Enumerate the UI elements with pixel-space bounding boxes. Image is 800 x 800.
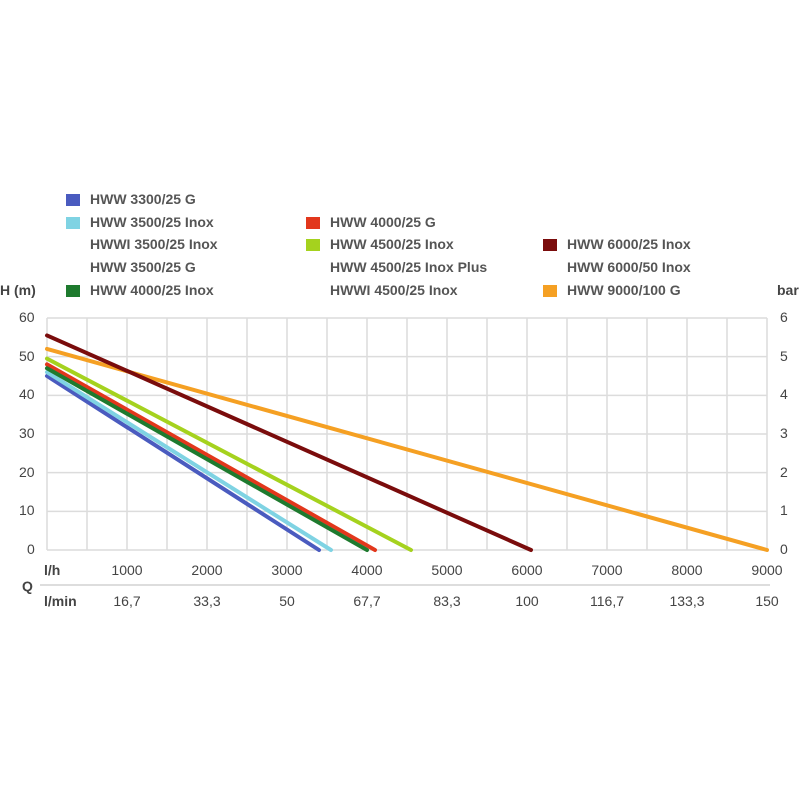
y-tick-label: 20 <box>19 463 35 480</box>
series-line-6 <box>45 333 533 552</box>
x-axis-label: Q <box>22 578 33 594</box>
legend-entry: HWW 4500/25 Inox Plus <box>330 259 488 275</box>
y-tick-label-right: 3 <box>780 425 788 441</box>
series-line-1 <box>45 370 333 552</box>
series-line-0 <box>45 374 321 552</box>
x-tick-label-secondary: 50 <box>279 593 295 609</box>
x-tick-label-secondary: 83,3 <box>433 593 461 609</box>
x-tick-label-secondary: 100 <box>515 593 539 609</box>
y-tick-label: 0 <box>27 541 35 557</box>
y-tick-label-right: 6 <box>780 309 788 325</box>
x-tick-label: 5000 <box>431 562 463 578</box>
x-tick-label: 3000 <box>271 562 303 578</box>
y-tick-label: 60 <box>19 309 35 325</box>
y-tick-label-right: 2 <box>780 463 788 480</box>
legend-entry: HWW 3500/25 Inox <box>90 214 214 230</box>
y-tick-label: 30 <box>19 425 35 441</box>
y-tick-label-right: 4 <box>780 386 788 403</box>
legend-swatch <box>543 285 557 297</box>
legend-swatch <box>306 217 320 229</box>
legend-entry: HWW 6000/50 Inox <box>567 259 691 275</box>
y-tick-label: 10 <box>19 502 35 519</box>
x-tick-label: 4000 <box>351 562 383 578</box>
x-tick-label: 9000 <box>751 562 783 578</box>
series-line-5 <box>45 346 769 552</box>
legend-entry: HWW 4000/25 G <box>330 214 436 230</box>
y-axis-label: H (m) <box>0 282 36 298</box>
legend-swatch <box>66 194 80 206</box>
legend-entry: HWWI 3500/25 Inox <box>90 236 218 252</box>
legend-entry: HWW 4500/25 Inox <box>330 236 454 252</box>
legend-swatch <box>306 239 320 251</box>
x-tick-label-secondary: 133,3 <box>669 593 705 609</box>
x-tick-label: 8000 <box>671 562 703 578</box>
x-tick-label-secondary: 150 <box>755 593 779 609</box>
x-unit-primary: l/h <box>44 562 61 578</box>
y-axis-right-label: bar <box>777 282 799 298</box>
legend-swatch <box>543 239 557 251</box>
series-line-2 <box>45 362 377 552</box>
x-unit-secondary: l/min <box>44 593 77 609</box>
series-line-4 <box>45 356 413 552</box>
legend-entry: HWW 6000/25 Inox <box>567 236 691 252</box>
y-tick-label: 40 <box>19 386 35 403</box>
x-tick-label-secondary: 67,7 <box>353 593 381 609</box>
x-tick-label-secondary: 116,7 <box>590 593 624 609</box>
x-tick-label: 1000 <box>111 562 143 578</box>
legend-entry: HWWI 4500/25 Inox <box>330 282 458 298</box>
x-tick-label: 2000 <box>191 562 223 578</box>
legend-swatch <box>66 217 80 229</box>
y-tick-label: 50 <box>19 347 35 364</box>
series-line-3 <box>45 366 369 552</box>
legend-entry: HWW 3300/25 G <box>90 191 196 207</box>
legend-swatch <box>66 285 80 297</box>
legend-entry: HWW 3500/25 G <box>90 259 196 275</box>
x-tick-label: 7000 <box>591 562 623 578</box>
x-tick-label: 6000 <box>511 562 543 578</box>
legend-entry: HWW 9000/100 G <box>567 282 681 298</box>
y-tick-label-right: 1 <box>780 502 788 519</box>
x-tick-label-secondary: 33,3 <box>193 593 221 609</box>
legend-entry: HWW 4000/25 Inox <box>90 282 214 298</box>
y-tick-label-right: 5 <box>780 347 788 364</box>
y-tick-label-right: 0 <box>780 541 788 557</box>
x-tick-label-secondary: 16,7 <box>113 593 141 609</box>
